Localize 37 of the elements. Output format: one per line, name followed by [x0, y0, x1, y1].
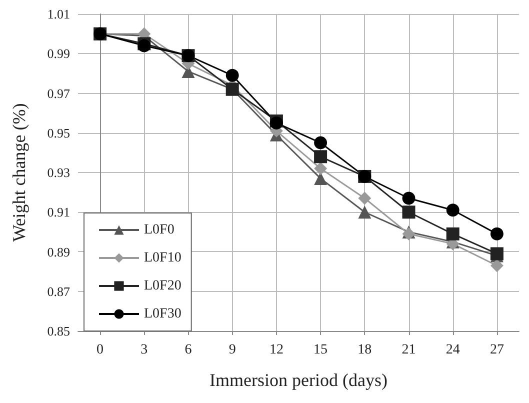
- point: [314, 150, 328, 164]
- legend-label: L0F10: [144, 250, 182, 266]
- y-tick-label: 0.91: [47, 204, 70, 220]
- x-axis-title: Immersion period (days): [210, 370, 388, 390]
- point: [314, 136, 328, 150]
- point: [402, 206, 416, 219]
- y-tick-label: 0.93: [47, 165, 70, 180]
- point: [490, 227, 504, 240]
- x-tick-label: 3: [140, 342, 148, 358]
- y-axis-title: Weight change (%): [9, 103, 29, 242]
- legend-label: L0F0: [144, 222, 174, 238]
- x-tick-label: 24: [446, 342, 460, 358]
- x-tick-label: 0: [96, 342, 104, 358]
- point: [358, 192, 372, 205]
- point: [226, 68, 239, 82]
- point: [358, 206, 372, 219]
- point: [446, 227, 460, 240]
- x-tick-label: 6: [184, 342, 192, 358]
- y-tick-label: 0.95: [47, 125, 70, 140]
- y-tick-label: 0.89: [47, 244, 70, 260]
- y-tick-label: 0.87: [47, 284, 70, 299]
- x-tick-label: 12: [269, 342, 284, 358]
- point: [314, 162, 328, 176]
- x-tick-label: 18: [358, 342, 372, 358]
- x-tick-label: 27: [490, 342, 504, 358]
- y-tick-label: 1.01: [47, 6, 70, 22]
- x-tick-label: 21: [402, 342, 416, 358]
- point: [446, 204, 460, 217]
- point: [402, 192, 416, 205]
- point: [490, 259, 504, 272]
- y-tick-label: 0.99: [47, 46, 70, 62]
- legend-label: L0F20: [144, 278, 182, 294]
- y-tick-label: 0.97: [47, 86, 70, 101]
- legend-label: L0F30: [144, 306, 182, 322]
- x-tick-label: 9: [228, 342, 236, 358]
- x-tick-label: 15: [314, 342, 328, 358]
- y-tick-label: 0.85: [47, 324, 70, 338]
